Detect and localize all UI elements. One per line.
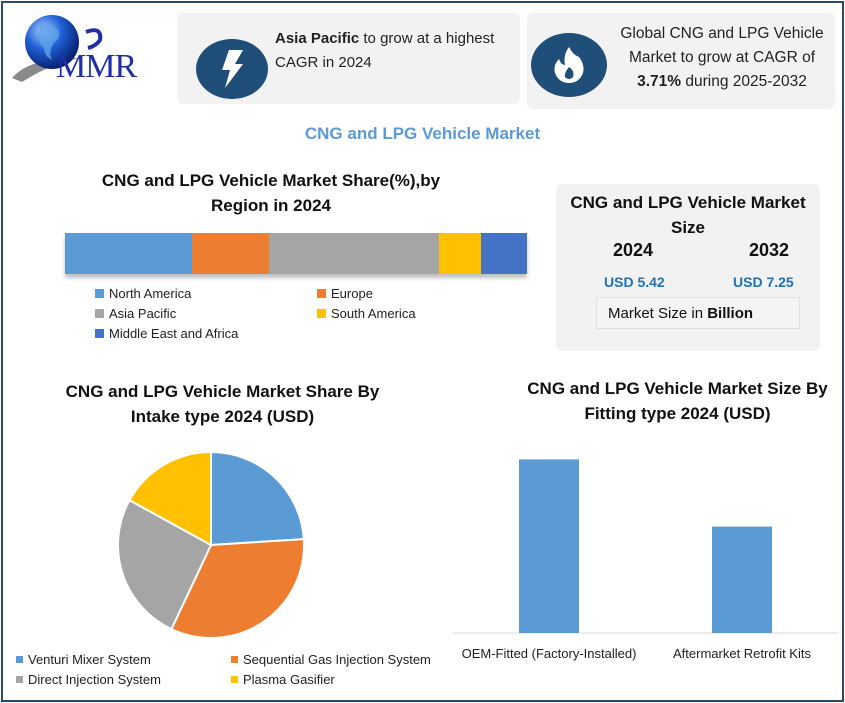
highlight-text-1: Asia Pacific to grow at a highest CAGR i… (275, 27, 520, 75)
legend-label: North America (109, 286, 192, 301)
pie-slice-sequential-gas-injection-system (170, 538, 305, 639)
highlight-card-cagr: Global CNG and LPG Vehicle Market to gro… (527, 13, 835, 109)
legend-item-north-america: North America (95, 286, 191, 301)
region-segment-asia-pacific (269, 233, 440, 274)
market-size-unit: Market Size in Billion (596, 297, 800, 329)
flame-glyph (554, 47, 584, 83)
legend-swatch (16, 656, 23, 663)
year-end: 2032 (749, 240, 790, 260)
legend-label: Plasma Gasifier (243, 672, 335, 687)
region-segment-europe (192, 233, 270, 274)
legend-item-middle-east-and-africa: Middle East and Africa (95, 326, 238, 341)
legend-item-asia-pacific: Asia Pacific (95, 306, 176, 321)
intake-legend: Venturi Mixer System Sequential Gas Injec… (16, 652, 456, 692)
x-tick-label: OEM-Fitted (Factory-Installed) (462, 646, 637, 661)
market-size-title: CNG and LPG Vehicle Market Size (570, 193, 806, 237)
highlight-text-2: Global CNG and LPG Vehicle Market to gro… (613, 22, 831, 94)
legend-label: Middle East and Africa (109, 326, 239, 341)
flame-icon (531, 33, 607, 97)
lightning-bolt-icon (196, 39, 268, 99)
pie-slice-venturi-mixer-system (210, 450, 305, 547)
legend-item-plasma-gasifier: Plasma Gasifier (231, 672, 335, 687)
legend-label: Direct Injection System (28, 672, 161, 687)
legend-swatch (231, 676, 238, 683)
highlight-text-2-after: during 2025-2032 (681, 73, 807, 90)
legend-label: Sequential Gas Injection System (243, 652, 431, 667)
year-start: 2024 (613, 240, 654, 260)
market-size-card: CNG and LPG Vehicle Market Size 2024 203… (556, 184, 820, 351)
highlight-card-asia-pacific: Asia Pacific to grow at a highest CAGR i… (177, 13, 520, 104)
highlight-rest-1: to grow at a highest CAGR in 2024 (275, 30, 495, 71)
bar-aftermarket-retrofit-kits (712, 526, 772, 633)
legend-swatch (317, 289, 326, 298)
legend-swatch (95, 289, 104, 298)
highlight-cagr-value: 3.71% (637, 73, 682, 90)
main-title: CNG and LPG Vehicle Market (304, 124, 541, 143)
globe-icon (12, 15, 103, 82)
legend-item-sequential-gas-injection-system: Sequential Gas Injection System (231, 652, 431, 667)
bar-oem-fitted-factory-installed (519, 459, 579, 633)
legend-label: Europe (331, 286, 373, 301)
legend-item-south-america: South America (317, 306, 416, 321)
legend-swatch (231, 656, 238, 663)
pie-slice-plasma-gasifier (128, 450, 212, 547)
unit-prefix: Market Size in (608, 305, 708, 322)
logo-text: MMR (56, 48, 137, 85)
region-segment-middle-east-and-africa (481, 233, 527, 274)
region-legend: North America Europe Asia Pacific South Ame… (95, 286, 535, 346)
region-segment-south-america (439, 233, 482, 274)
intake-chart-title: CNG and LPG Vehicle Market Share By Inta… (65, 382, 380, 426)
legend-swatch (317, 309, 326, 318)
legend-label: Asia Pacific (109, 306, 177, 321)
legend-label: South America (331, 306, 416, 321)
mmr-logo: MMR (10, 12, 160, 92)
legend-item-direct-injection-system: Direct Injection System (16, 672, 161, 687)
fitting-chart-title: CNG and LPG Vehicle Market Size By Fitti… (527, 379, 828, 423)
region-chart-title: CNG and LPG Vehicle Market Share(%),by R… (101, 171, 441, 215)
region-stacked-bar (65, 233, 527, 274)
legend-item-europe: Europe (317, 286, 373, 301)
unit-bold: Billion (707, 305, 754, 322)
legend-label: Venturi Mixer System (28, 652, 151, 667)
legend-item-venturi-mixer-system: Venturi Mixer System (16, 652, 151, 667)
region-segment-north-america (65, 233, 193, 274)
legend-swatch (95, 329, 104, 338)
value-start: USD 5.42 (604, 274, 665, 290)
legend-swatch (95, 309, 104, 318)
value-end: USD 7.25 (733, 274, 794, 290)
legend-swatch (16, 676, 23, 683)
lightning-bolt-glyph (222, 50, 243, 88)
highlight-bold-region: Asia Pacific (275, 30, 360, 47)
highlight-text-2-before: Global CNG and LPG Vehicle Market to gro… (620, 25, 824, 66)
x-tick-label: Aftermarket Retrofit Kits (673, 646, 811, 661)
